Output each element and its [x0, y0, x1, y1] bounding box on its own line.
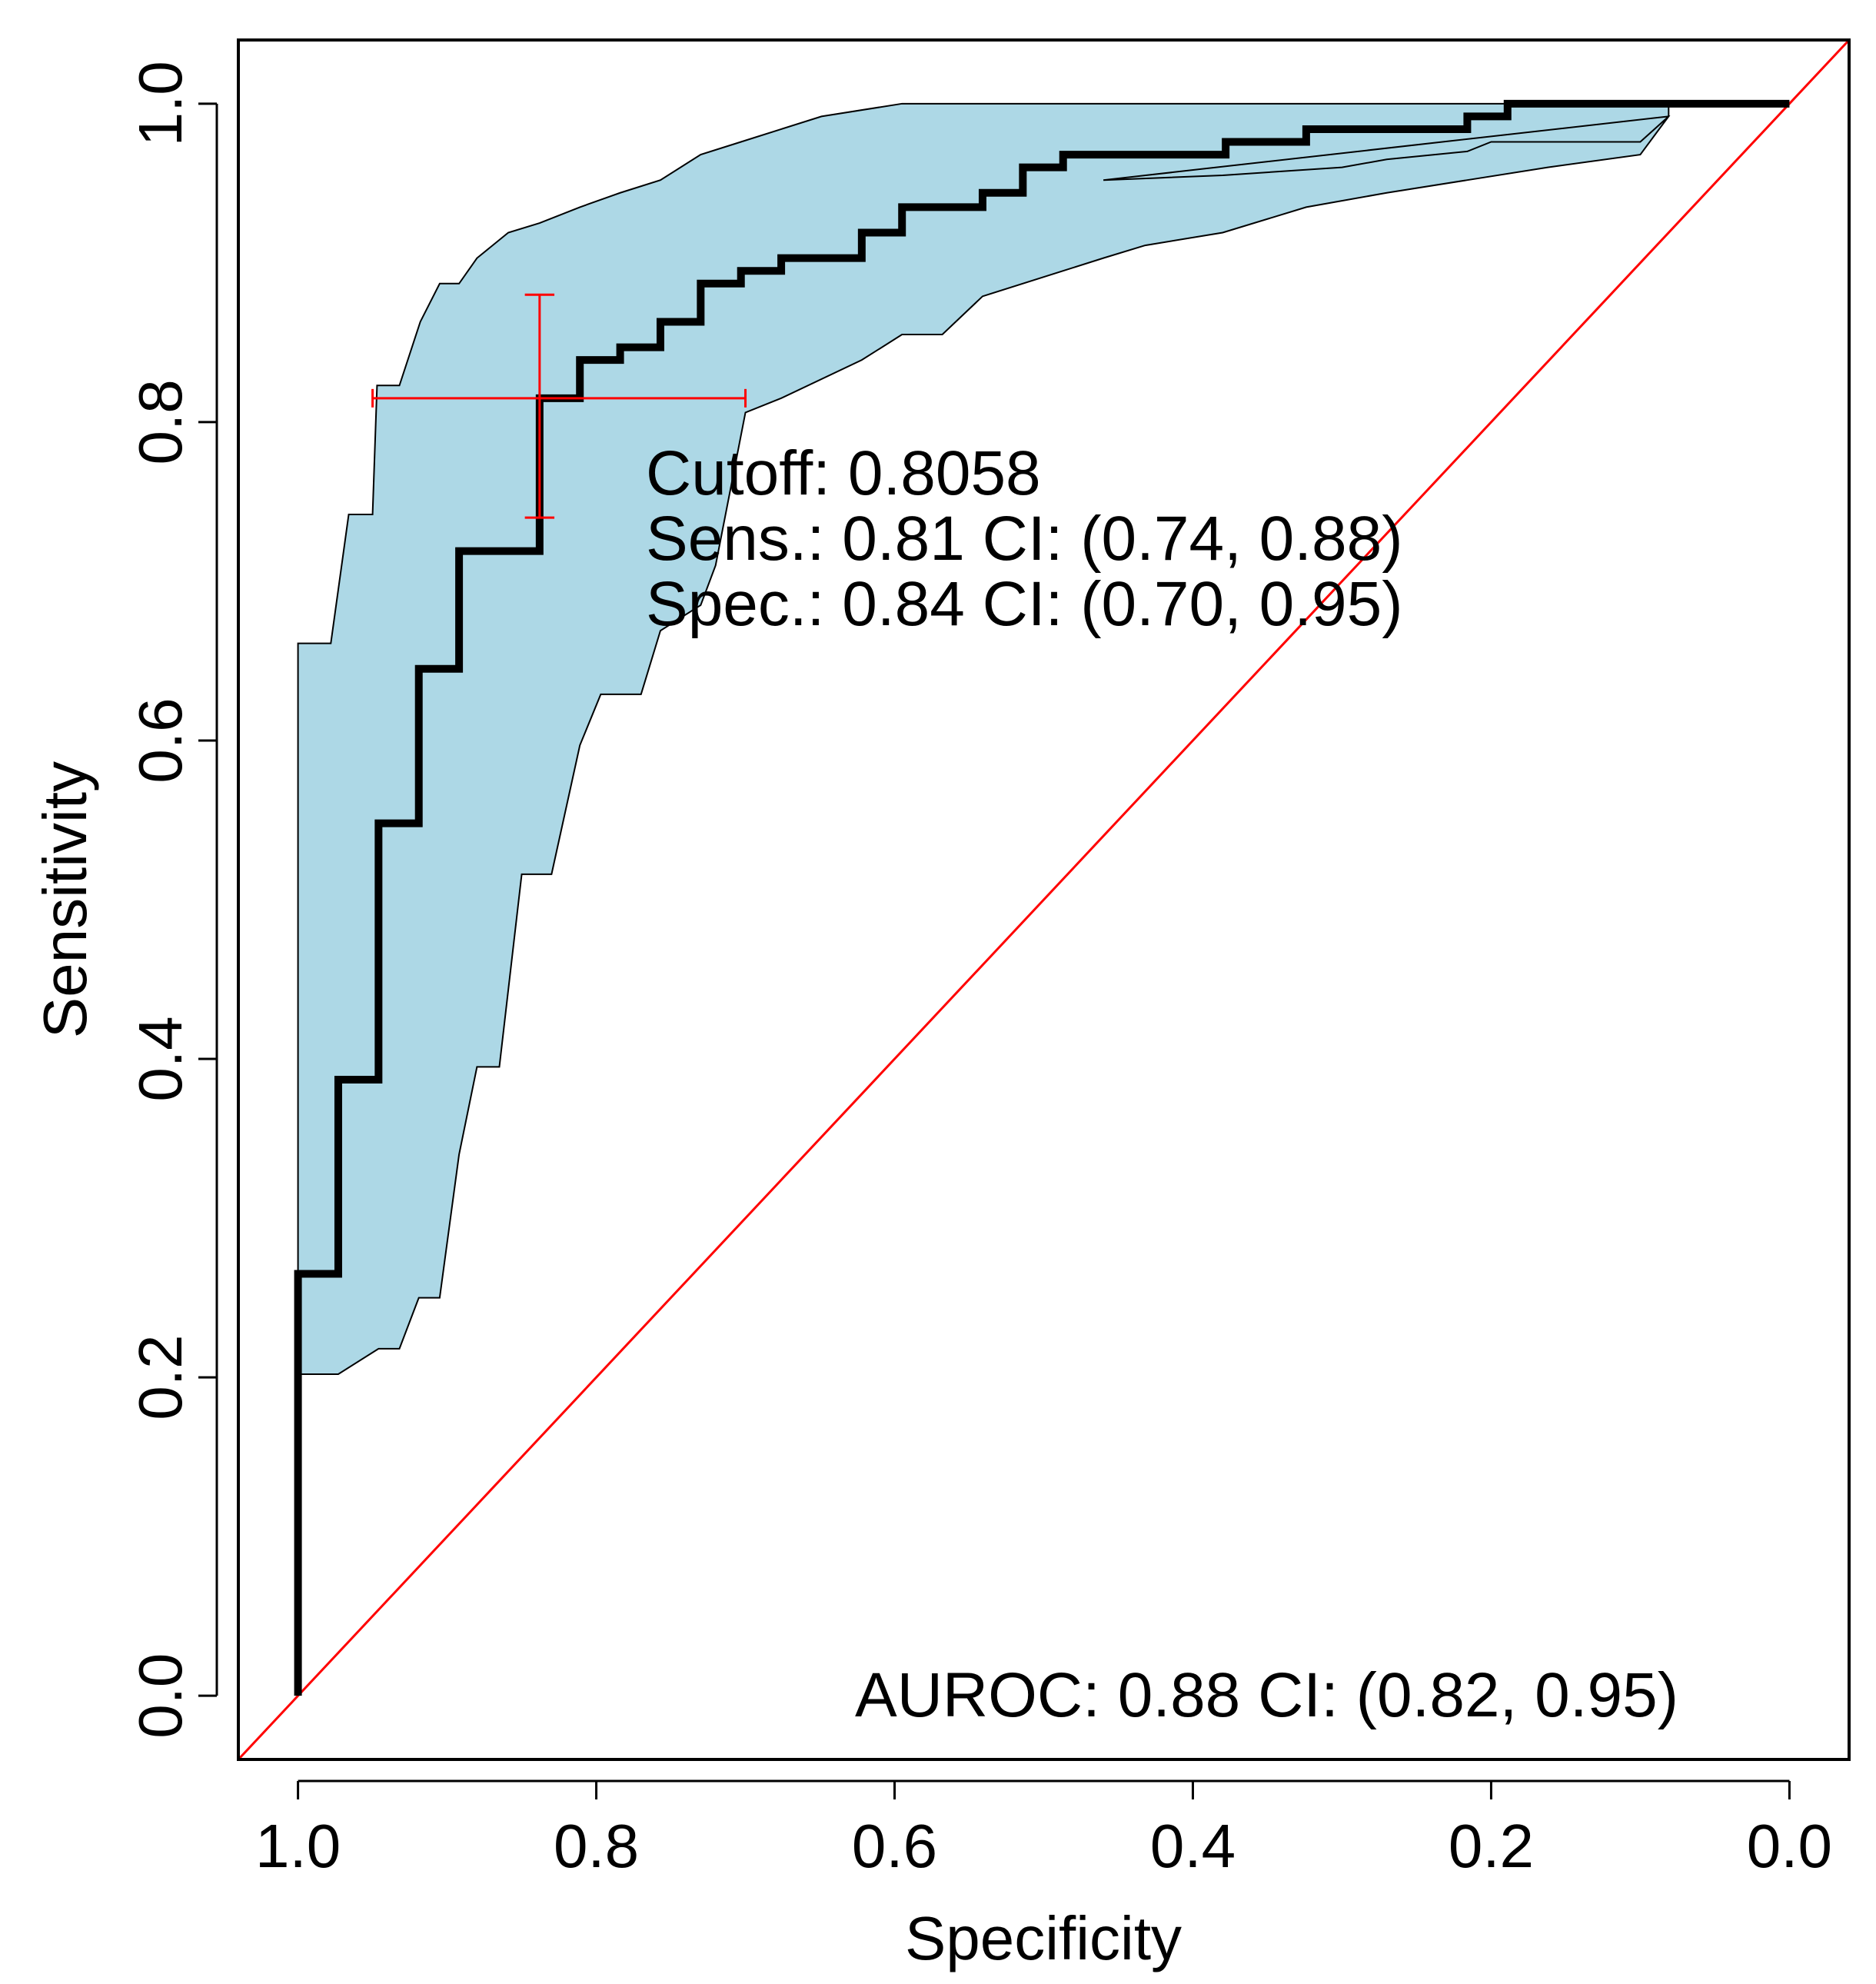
- x-tick-label: 0.0: [1747, 1812, 1832, 1880]
- x-axis-label: Specificity: [905, 1904, 1182, 1972]
- x-tick-label: 0.8: [554, 1812, 639, 1880]
- cutoff-annotation: Cutoff: 0.8058: [646, 438, 1041, 508]
- y-tick-label: 0.2: [126, 1335, 195, 1420]
- sensitivity-annotation: Sens.: 0.81 CI: (0.74, 0.88): [646, 504, 1403, 574]
- x-tick-label: 0.4: [1150, 1812, 1236, 1880]
- y-tick-label: 0.4: [126, 1016, 195, 1101]
- axes: 1.0 0.8 0.6 0.4 0.2 0.0 0.0 0.2 0.4 0.6 0.8 1.0: [126, 61, 1832, 1880]
- specificity-annotation: Spec.: 0.84 CI: (0.70, 0.95): [646, 569, 1403, 639]
- roc-curve: [294, 99, 1790, 1696]
- y-tick-label: 0.0: [126, 1653, 195, 1739]
- y-tick-label: 0.8: [126, 379, 195, 464]
- reference-line: [237, 38, 1851, 1761]
- plot-frame: [237, 38, 1851, 1761]
- y-tick-label: 1.0: [126, 61, 195, 146]
- plot-area: [237, 38, 1851, 1761]
- x-tick-label: 0.6: [852, 1812, 937, 1880]
- y-axis-label: Sensitivity: [31, 761, 99, 1038]
- x-tick-label: 1.0: [255, 1812, 341, 1880]
- ci-band: [297, 102, 1671, 1375]
- y-tick-label: 0.6: [126, 697, 195, 783]
- x-tick-label: 0.2: [1449, 1812, 1534, 1880]
- auroc-annotation: AUROC: 0.88 CI: (0.82, 0.95): [855, 1660, 1678, 1730]
